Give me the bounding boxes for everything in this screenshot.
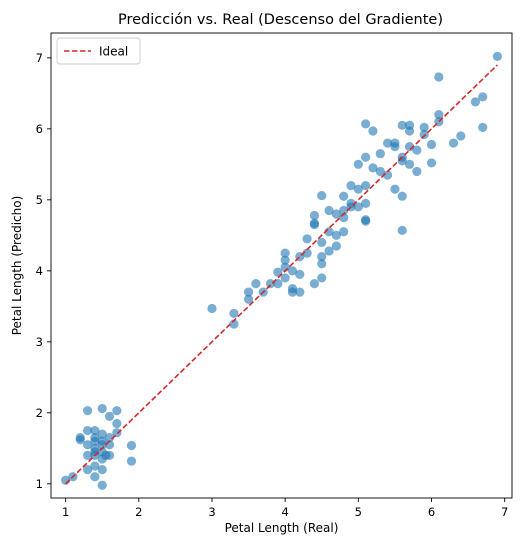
data-point (427, 158, 436, 167)
y-tick-label: 3 (36, 335, 43, 349)
data-point (361, 153, 370, 162)
data-point (412, 167, 421, 176)
data-point (229, 309, 238, 318)
data-point (112, 428, 121, 437)
data-point (105, 451, 114, 460)
data-point (83, 406, 92, 415)
data-point (420, 123, 429, 132)
x-tick-label: 4 (281, 505, 288, 519)
data-point (339, 227, 348, 236)
x-tick-label: 2 (135, 505, 142, 519)
data-point (207, 304, 216, 313)
data-point (493, 52, 502, 61)
data-point (251, 279, 260, 288)
data-point (361, 199, 370, 208)
y-tick-label: 5 (36, 193, 43, 207)
data-point (427, 140, 436, 149)
data-point (317, 238, 326, 247)
data-point (310, 219, 319, 228)
data-point (339, 192, 348, 201)
data-point (398, 192, 407, 201)
legend-entry-ideal: Ideal (99, 45, 128, 59)
data-point (127, 441, 136, 450)
data-point (281, 248, 290, 257)
data-point (98, 404, 107, 413)
y-tick-label: 4 (36, 264, 43, 278)
data-point (98, 481, 107, 490)
data-point (405, 126, 414, 135)
data-point (98, 465, 107, 474)
x-tick-label: 7 (501, 505, 508, 519)
x-tick-label: 6 (428, 505, 435, 519)
data-point (310, 279, 319, 288)
data-point (112, 419, 121, 428)
data-point (361, 119, 370, 128)
data-point (317, 252, 326, 261)
data-point (76, 433, 85, 442)
data-point (332, 241, 341, 250)
y-tick-label: 7 (36, 51, 43, 65)
data-point (368, 126, 377, 135)
data-point (398, 226, 407, 235)
y-tick-label: 2 (36, 406, 43, 420)
data-point (434, 72, 443, 81)
data-point (390, 142, 399, 151)
data-point (449, 138, 458, 147)
data-point (90, 472, 99, 481)
x-axis-label: Petal Length (Real) (225, 521, 339, 535)
data-point (405, 160, 414, 169)
data-point (295, 270, 304, 279)
data-point (456, 131, 465, 140)
data-point (390, 185, 399, 194)
data-point (105, 412, 114, 421)
data-point (112, 406, 121, 415)
data-point (317, 191, 326, 200)
chart-title: Predicción vs. Real (Descenso del Gradie… (118, 12, 443, 28)
data-point (376, 149, 385, 158)
data-point (354, 160, 363, 169)
data-point (244, 288, 253, 297)
data-point (317, 273, 326, 282)
data-point (127, 456, 136, 465)
y-tick-label: 6 (36, 122, 43, 136)
x-tick-label: 5 (355, 505, 362, 519)
x-tick-label: 1 (62, 505, 69, 519)
legend: Ideal (57, 38, 140, 64)
data-point (361, 181, 370, 190)
data-point (303, 234, 312, 243)
y-axis-label: Petal Length (Predicho) (10, 196, 24, 336)
y-tick-label: 1 (36, 477, 43, 491)
data-point (478, 123, 487, 132)
data-point (478, 92, 487, 101)
data-point (361, 215, 370, 224)
x-tick-label: 3 (208, 505, 215, 519)
data-point (295, 288, 304, 297)
